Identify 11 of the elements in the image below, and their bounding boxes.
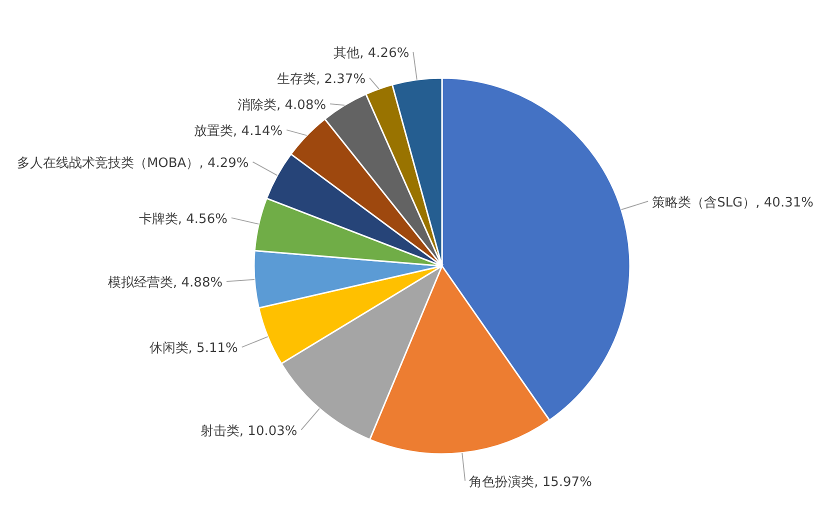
slice-label: 其他, 4.26% (334, 46, 410, 61)
slice-label: 放置类, 4.14% (194, 124, 283, 139)
slice-label: 多人在线战术竞技类（MOBA）, 4.29% (16, 156, 249, 171)
slice-label: 策略类（含SLG）, 40.31% (652, 195, 814, 210)
slice-label: 卡牌类, 4.56% (138, 212, 228, 227)
slice-label: 生存类, 2.37% (276, 72, 366, 87)
slice-label: 休闲类, 5.11% (149, 341, 238, 356)
slice-label: 射击类, 10.03% (200, 424, 298, 439)
slice-label: 角色扮演类, 15.97% (469, 474, 592, 490)
slice-label: 消除类, 4.08% (238, 98, 326, 113)
slice-label: 模拟经营类, 4.88% (108, 275, 223, 290)
